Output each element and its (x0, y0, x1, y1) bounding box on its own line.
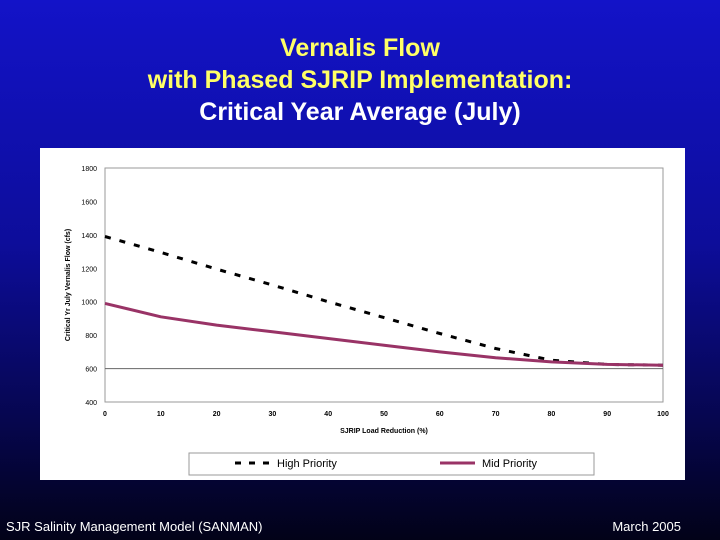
x-tick-label: 20 (213, 411, 221, 418)
y-tick-label: 1400 (81, 233, 97, 240)
x-tick-label: 90 (603, 411, 611, 418)
footer-model-name: SJR Salinity Management Model (SANMAN) (6, 519, 263, 534)
y-tick-label: 1200 (81, 266, 97, 273)
x-tick-label: 0 (103, 411, 107, 418)
y-tick-label: 600 (85, 367, 97, 374)
y-tick-label: 400 (85, 400, 97, 407)
y-tick-label: 800 (85, 333, 97, 340)
x-tick-label: 100 (657, 411, 669, 418)
chart-panel: 400 600 800 1000 1200 1400 1600 1800 0 10 20 30 40 50… (40, 148, 685, 480)
x-tick-label: 80 (548, 411, 556, 418)
x-tick-label: 60 (436, 411, 444, 418)
x-tick-label: 70 (492, 411, 500, 418)
x-tick-label: 30 (269, 411, 277, 418)
x-tick-label: 10 (157, 411, 165, 418)
series-line-mid-priority (104, 301, 664, 367)
legend-label: Mid Priority (482, 458, 538, 470)
title-line-1: Vernalis Flow (280, 34, 440, 62)
plot-area (104, 167, 664, 403)
y-tick-label: 1000 (81, 300, 97, 307)
y-axis-title: Critical Yr July Vernalis Flow (cfs) (65, 229, 72, 341)
footer-date: March 2005 (612, 519, 681, 534)
line-chart: 400 600 800 1000 1200 1400 1600 1800 0 10 20 30 40 50… (65, 166, 669, 476)
y-tick-label: 1800 (81, 166, 97, 173)
x-axis-title: SJRIP Load Reduction (%) (340, 428, 428, 435)
x-tick-label: 40 (324, 411, 332, 418)
legend-label: High Priority (277, 458, 337, 470)
legend-box (188, 452, 595, 476)
title-line-2: with Phased SJRIP Implementation: (147, 66, 573, 94)
y-tick-label: 1600 (81, 199, 97, 206)
title-line-3: Critical Year Average (July) (199, 98, 521, 126)
slide-title: Vernalis Flow with Phased SJRIP Implemen… (0, 32, 720, 128)
x-tick-label: 50 (380, 411, 388, 418)
